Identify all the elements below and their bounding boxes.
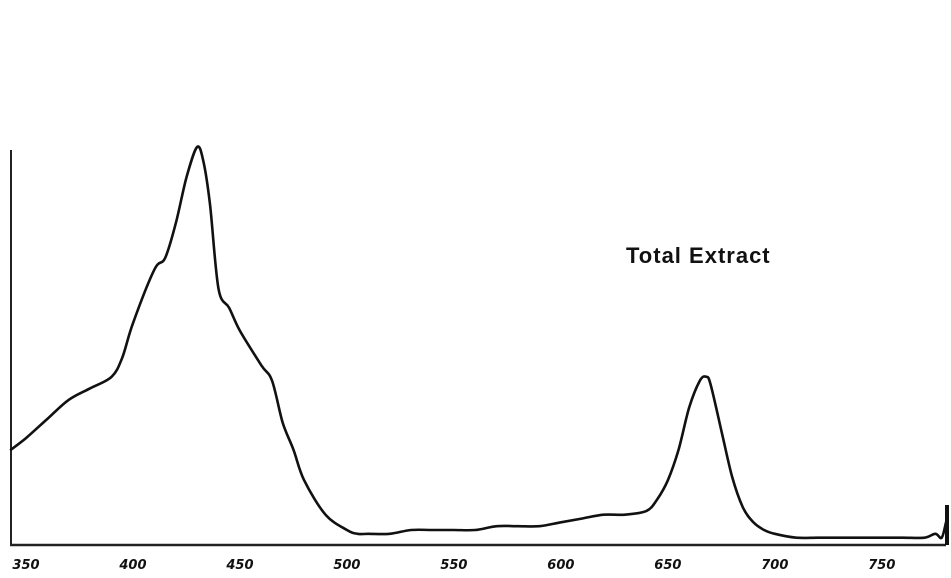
x-tick-label-750: 750 xyxy=(868,558,895,573)
x-tick-label-700: 700 xyxy=(761,558,788,573)
absorbance-curve xyxy=(9,145,948,540)
x-tick-label-450: 450 xyxy=(225,558,253,573)
x-tick-label-550: 550 xyxy=(440,558,467,573)
curve-annotation: Total Extract xyxy=(626,243,771,268)
x-tick-label-400: 400 xyxy=(118,558,146,573)
x-tick-labels: 350 400 450 500 550 600 650 700 750 xyxy=(12,558,895,573)
x-tick-label-350: 350 xyxy=(12,558,39,573)
x-tick-label-500: 500 xyxy=(333,558,360,573)
x-tick-label-600: 600 xyxy=(547,558,574,573)
x-tick-label-650: 650 xyxy=(654,558,681,573)
